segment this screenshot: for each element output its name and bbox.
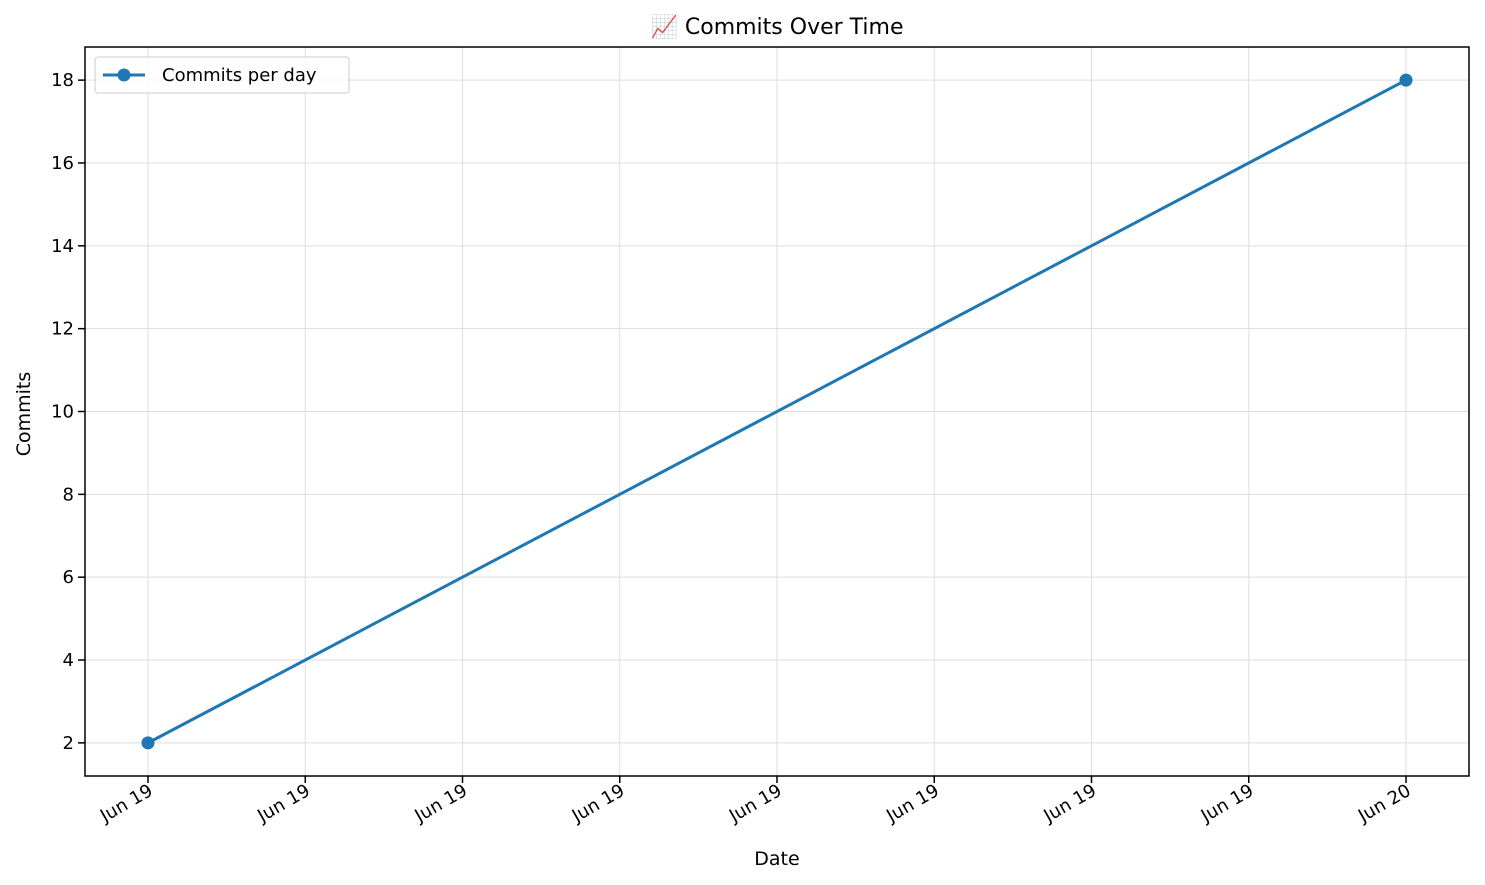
- legend-box: [94, 56, 350, 94]
- y-tick-label: 4: [63, 650, 74, 671]
- data-point: [1399, 73, 1413, 87]
- chart-title: 📈 Commits Over Time: [650, 14, 903, 40]
- y-tick-label: 8: [63, 484, 74, 505]
- y-tick-label: 16: [51, 153, 74, 174]
- y-tick-label: 6: [63, 567, 74, 588]
- y-tick-label: 12: [51, 319, 74, 340]
- series-line: [146, 78, 1408, 745]
- legend: Commits per day: [94, 56, 350, 94]
- data-point: [141, 736, 155, 750]
- y-tick-label: 18: [51, 70, 74, 91]
- legend-marker-sample: [117, 68, 131, 82]
- y-axis-label: Commits: [13, 372, 35, 457]
- y-tick-label: 14: [51, 236, 74, 257]
- x-axis-label: Date: [754, 848, 799, 870]
- y-tick-label: 10: [51, 402, 74, 423]
- y-tick-label: 2: [63, 733, 74, 754]
- series-layer: [141, 73, 1413, 750]
- legend-series-label: Commits per day: [162, 65, 317, 86]
